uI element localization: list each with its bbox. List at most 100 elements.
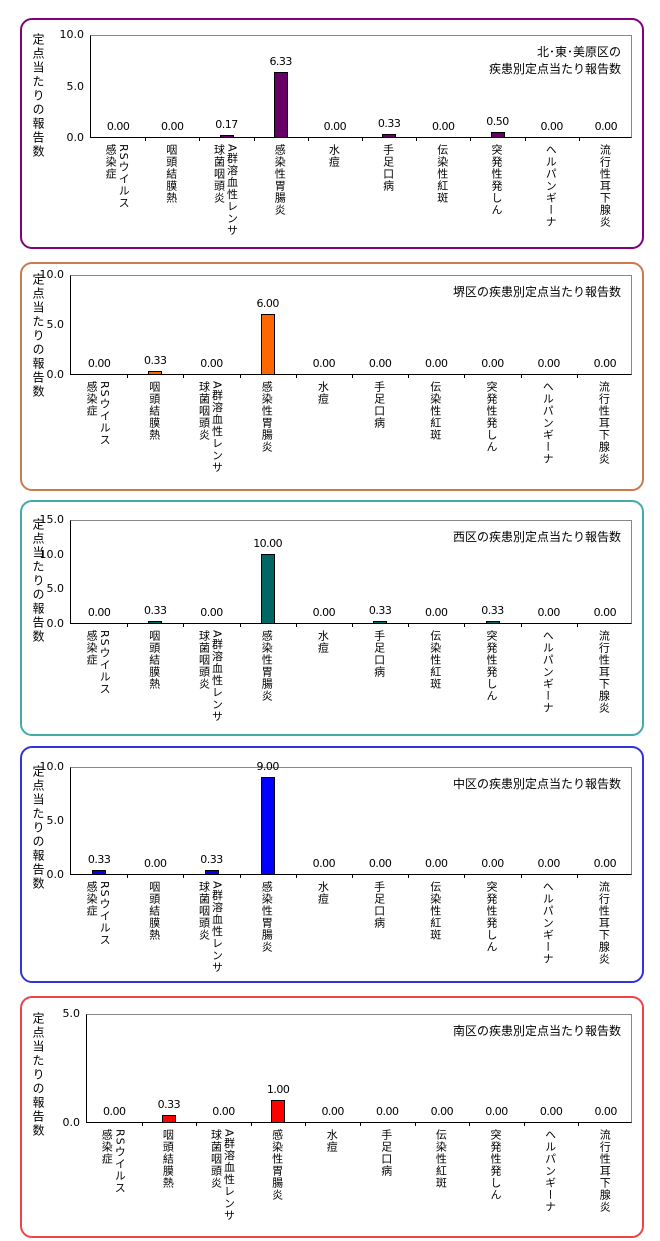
data-label: 0.00 [481, 357, 504, 370]
data-label: 0.00 [425, 606, 448, 619]
x-tick [464, 623, 466, 627]
data-label: 0.50 [486, 114, 509, 128]
data-label: 0.00 [312, 357, 336, 370]
y-tick-label: 10.0 [39, 547, 65, 561]
x-tick [520, 623, 522, 627]
bar [92, 870, 107, 875]
chart-panel: 定点当たりの報告数 西区の疾患別定点当たり報告数 0.00 0.33 0.00 10.00… [20, 500, 644, 736]
data-label: 6.00 [256, 297, 279, 310]
data-label: 1.00 [266, 1083, 290, 1097]
data-label: 0.33 [157, 1097, 181, 1111]
x-tick [520, 874, 522, 878]
bar [148, 620, 163, 624]
data-label: 0.00 [312, 857, 336, 870]
x-tick [576, 874, 578, 878]
data-label: 0.33 [144, 603, 167, 617]
x-tick [352, 374, 353, 378]
category-label: RSウイルス 感染症 [85, 381, 112, 446]
category-label: 突発性発しん [485, 630, 498, 702]
category-label: A群溶血性レンサ 球菌咽頭炎 [209, 1129, 236, 1222]
data-label: 0.00 [200, 606, 223, 619]
category-label: 突発性発しん [490, 144, 503, 216]
data-label: 0.00 [87, 606, 111, 619]
y-axis-label: 定点当たりの報告数 [31, 33, 45, 159]
data-label: 0.00 [368, 857, 392, 870]
data-label: 0.00 [87, 357, 111, 370]
category-label: 突発性発しん [485, 881, 498, 953]
x-tick [578, 137, 580, 141]
category-label: 水痘 [316, 630, 330, 654]
y-tick-label: 10.0 [39, 760, 65, 773]
data-label: 0.33 [87, 853, 111, 867]
x-tick [199, 137, 201, 141]
category-label: 伝染性紅斑 [428, 381, 442, 441]
y-tick-label: 15.0 [39, 513, 65, 526]
bar [148, 370, 163, 375]
chart-title: 中区の疾患別定点当たり報告数 [452, 777, 621, 791]
data-label: 0.00 [106, 120, 130, 133]
x-tick [127, 374, 129, 378]
x-tick [239, 374, 241, 378]
category-label: RSウイルス 感染症 [85, 630, 112, 695]
category-label: 伝染性紅斑 [434, 1129, 448, 1189]
category-label: 咽頭結膜熱 [147, 881, 161, 941]
bar [490, 131, 505, 138]
chart-panel: 定点当たりの報告数 南区の疾患別定点当たり報告数 0.00 0.33 0.00 1.00 0… [20, 996, 644, 1238]
data-label: 0.17 [215, 118, 238, 132]
y-tick-label: 10.0 [39, 268, 65, 281]
data-label: 0.00 [485, 1105, 508, 1118]
x-tick [362, 137, 363, 141]
x-tick [523, 1122, 525, 1126]
y-tick-label: 0.0 [46, 617, 65, 630]
data-label: 10.00 [253, 536, 283, 550]
x-tick [307, 137, 309, 141]
data-label: 0.00 [312, 606, 336, 619]
bar [204, 870, 219, 875]
data-label: 0.33 [377, 116, 401, 130]
category-label: ヘルパンギーナ [541, 381, 555, 465]
x-tick [183, 374, 185, 378]
y-tick-label: 5.0 [66, 79, 85, 93]
category-label: 突発性発しん [489, 1129, 502, 1201]
category-label: RSウイルス 感染症 [85, 881, 112, 946]
x-tick [352, 874, 353, 878]
bar [260, 776, 275, 875]
x-tick [524, 137, 526, 141]
x-tick [414, 1122, 416, 1126]
category-label: 感染性胃腸炎 [260, 381, 274, 453]
category-label: 咽頭結膜熱 [161, 1129, 175, 1189]
category-label: 水痘 [316, 881, 330, 905]
category-label: 感染性胃腸炎 [260, 881, 274, 953]
plot-area: 南区の疾患別定点当たり報告数 0.00 0.33 0.00 1.00 0.00 0.00 0.… [86, 1014, 632, 1126]
data-label: 0.00 [594, 120, 618, 133]
data-label: 0.00 [368, 357, 392, 370]
x-tick [464, 874, 466, 878]
chart-panel: 定点当たりの報告数 堺区の疾患別定点当たり報告数 0.00 0.33 0.00 6.00 0… [20, 262, 644, 491]
category-label: 水痘 [325, 1129, 339, 1153]
x-tick [576, 623, 578, 627]
category-label: 手足口病 [379, 1129, 393, 1177]
bar [271, 1100, 286, 1123]
data-label: 0.00 [537, 606, 560, 619]
category-label: 伝染性紅斑 [435, 144, 449, 204]
category-label: A群溶血性レンサ 球菌咽頭炎 [197, 630, 224, 723]
category-label: 手足口病 [372, 381, 386, 429]
data-label: 0.00 [537, 357, 560, 370]
plot-area: 西区の疾患別定点当たり報告数 0.00 0.33 0.00 10.00 0.00 0.33 0… [70, 520, 632, 627]
chart-title: 堺区の疾患別定点当たり報告数 [452, 285, 621, 299]
x-tick [352, 623, 353, 627]
bar [485, 620, 500, 624]
data-label: 9.00 [256, 759, 279, 773]
data-label: 0.00 [321, 1105, 344, 1118]
category-label: 流行性耳下腺炎 [597, 881, 611, 965]
y-axis-label: 定点当たりの報告数 [31, 273, 45, 399]
bar [382, 133, 397, 138]
y-axis-label: 定点当たりの報告数 [31, 765, 45, 891]
data-label: 0.00 [481, 857, 504, 870]
category-label: 感染性胃腸炎 [260, 630, 274, 702]
x-tick [239, 874, 241, 878]
chart-title: 北･東･美原区の 疾患別定点当たり報告数 [488, 45, 621, 76]
plot-area: 堺区の疾患別定点当たり報告数 0.00 0.33 0.00 6.00 0.00 0.00 0.… [70, 275, 632, 378]
y-tick-label: 5.0 [46, 582, 65, 596]
bar [273, 71, 288, 138]
